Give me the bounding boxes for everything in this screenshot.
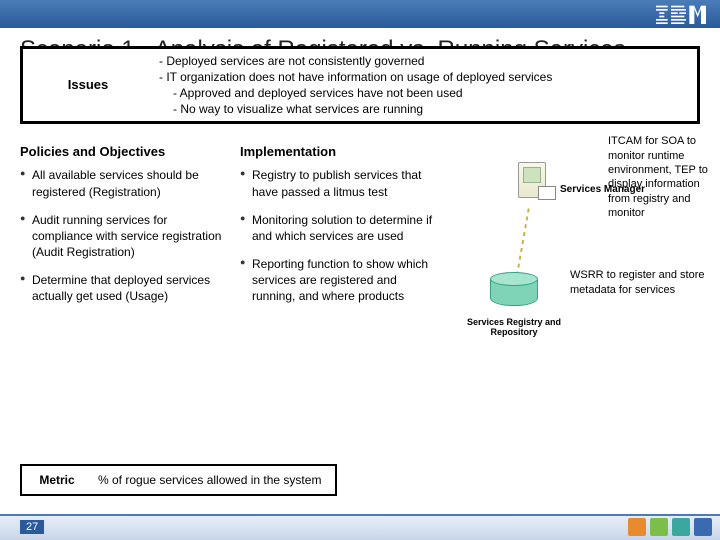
- metric-box: Metric % of rogue services allowed in th…: [20, 464, 337, 496]
- issues-line: - No way to visualize what services are …: [159, 101, 691, 117]
- list-item: Monitoring solution to determine if and …: [240, 212, 450, 244]
- architecture-diagram: Services Manager Services Registry and R…: [450, 144, 700, 364]
- issues-text: - Deployed services are not consistently…: [153, 49, 697, 122]
- registry-label: Services Registry and Repository: [464, 318, 564, 338]
- issues-line: - Deployed services are not consistently…: [159, 53, 691, 69]
- list-item: Determine that deployed services actuall…: [20, 272, 240, 304]
- footer-icon: [628, 518, 646, 536]
- footer-icon: [650, 518, 668, 536]
- issues-label: Issues: [23, 49, 153, 122]
- list-item: All available services should be registe…: [20, 167, 240, 199]
- list-item: Registry to publish services that have p…: [240, 167, 450, 199]
- implementation-column: Implementation Registry to publish servi…: [240, 144, 450, 364]
- issues-line: - IT organization does not have informat…: [159, 69, 691, 85]
- server-icon: [518, 162, 558, 208]
- footer-icon: [672, 518, 690, 536]
- ibm-logo: [656, 4, 706, 24]
- diagram-column: Services Manager Services Registry and R…: [450, 144, 700, 364]
- metric-text: % of rogue services allowed in the syste…: [92, 473, 335, 487]
- connection-line: [516, 209, 529, 274]
- list-item: Reporting function to show which service…: [240, 256, 450, 305]
- content-columns: Policies and Objectives All available se…: [0, 144, 720, 364]
- policies-heading: Policies and Objectives: [20, 144, 240, 159]
- page-number: 27: [20, 520, 44, 534]
- footer-bar: 27: [0, 514, 720, 540]
- policies-column: Policies and Objectives All available se…: [20, 144, 240, 364]
- issues-box: Issues - Deployed services are not consi…: [20, 46, 700, 125]
- footer-icon: [694, 518, 712, 536]
- database-icon: [490, 272, 538, 306]
- metric-label: Metric: [22, 473, 92, 487]
- list-item: Audit running services for compliance wi…: [20, 212, 240, 261]
- footer-icons: [628, 518, 712, 536]
- wsrr-note: WSRR to register and store metadata for …: [570, 268, 720, 297]
- implementation-heading: Implementation: [240, 144, 450, 159]
- header-bar: [0, 0, 720, 28]
- itcam-note: ITCAM for SOA to monitor runtime environ…: [608, 134, 720, 220]
- issues-line: - Approved and deployed services have no…: [159, 85, 691, 101]
